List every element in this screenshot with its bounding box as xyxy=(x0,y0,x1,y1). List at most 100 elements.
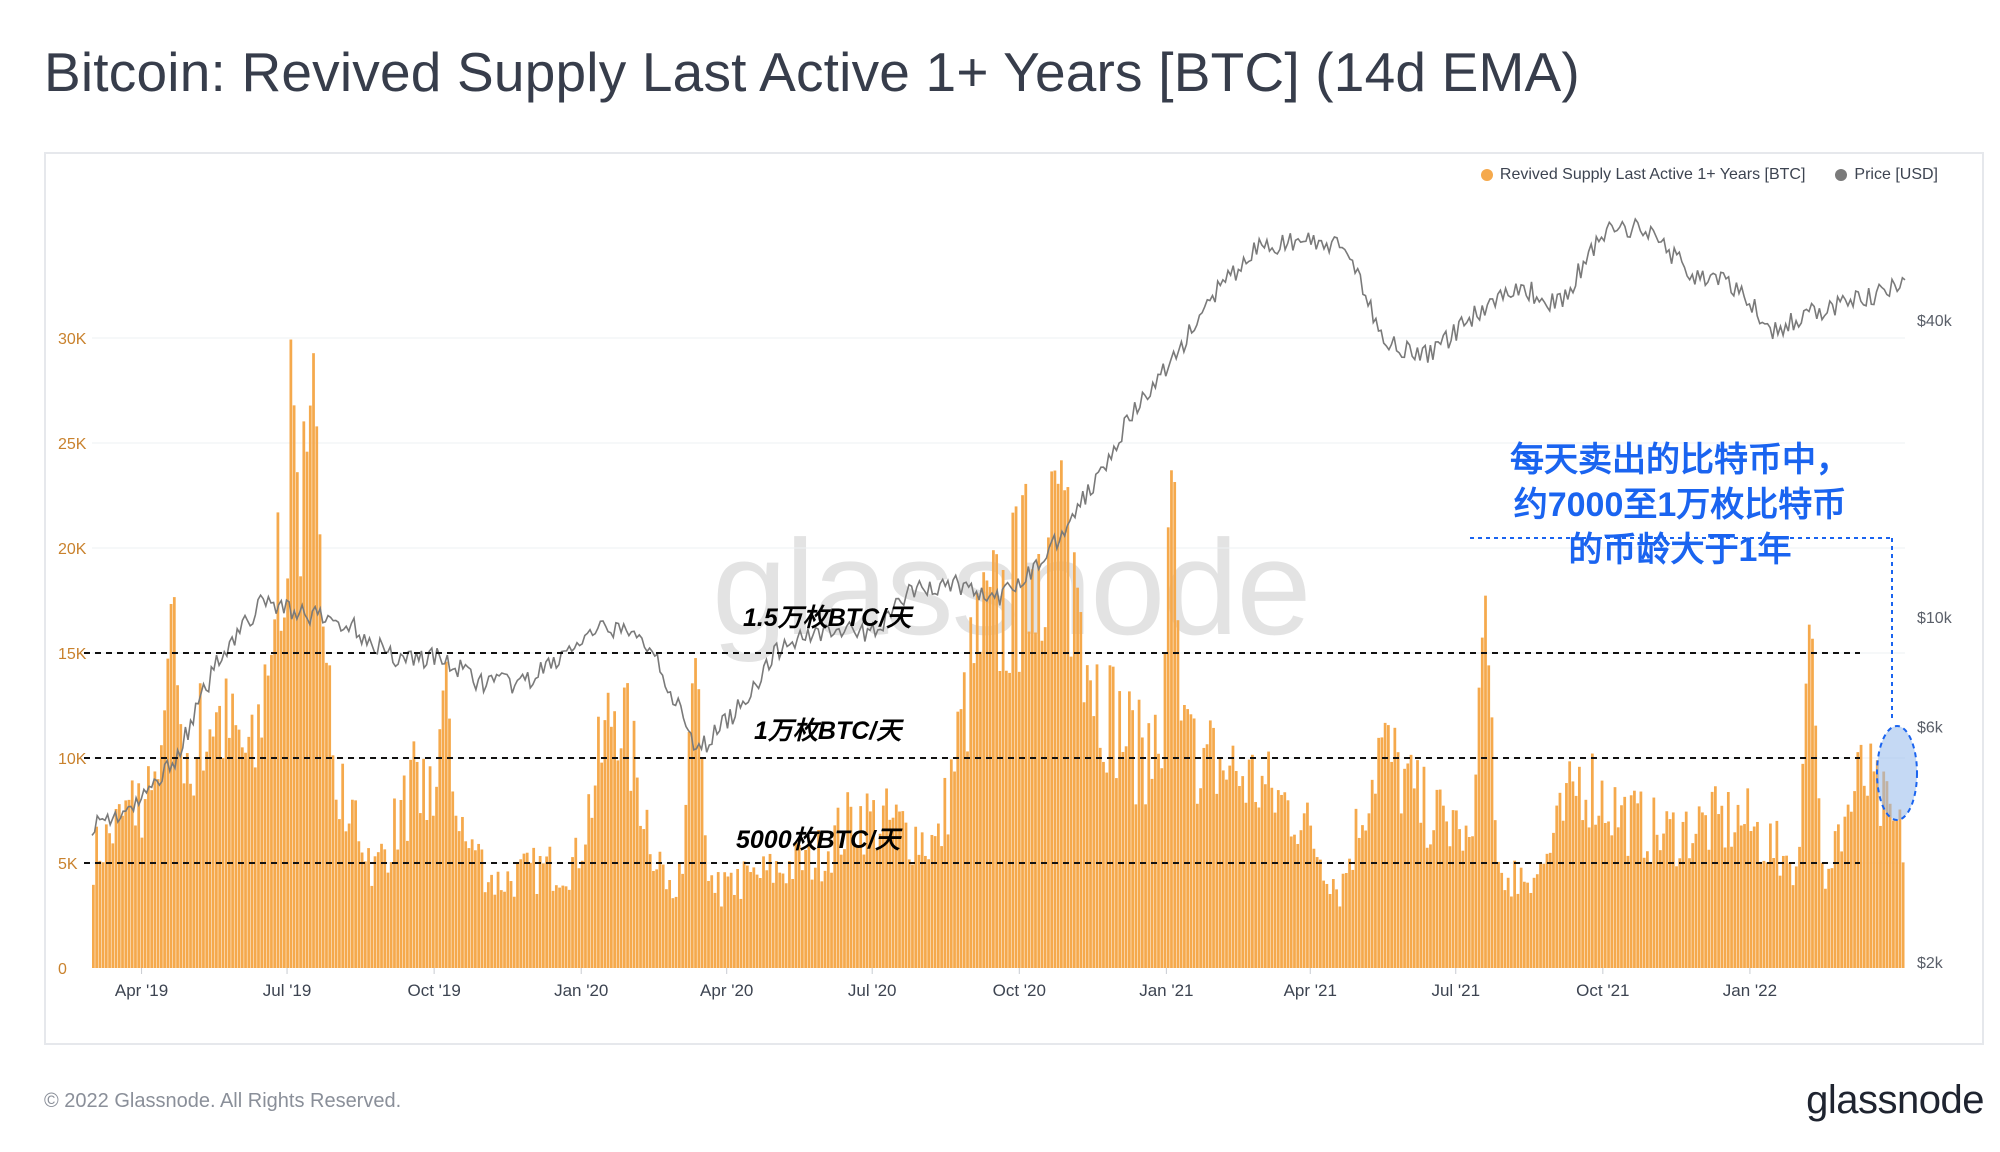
bar xyxy=(448,718,451,968)
bar xyxy=(969,617,973,968)
bar xyxy=(1710,791,1714,968)
bar xyxy=(1717,814,1720,968)
bar xyxy=(639,825,642,968)
bar xyxy=(1399,813,1403,968)
bar xyxy=(134,825,137,968)
bar xyxy=(1030,569,1034,968)
bar xyxy=(415,761,419,968)
bar xyxy=(1302,813,1306,968)
bar xyxy=(127,799,131,968)
bar xyxy=(703,835,707,968)
bar xyxy=(982,572,986,968)
bar xyxy=(1357,837,1361,968)
bar xyxy=(137,783,141,968)
bar xyxy=(1859,744,1863,968)
bar xyxy=(370,885,374,968)
bar xyxy=(1497,861,1500,968)
bar xyxy=(363,861,367,968)
y-tick-right: $6k xyxy=(1917,720,1944,737)
bar xyxy=(334,799,338,968)
legend-item-price[interactable]: Price [USD] xyxy=(1835,166,1938,184)
bar xyxy=(1869,743,1873,968)
bar xyxy=(1814,725,1818,968)
bar xyxy=(1749,831,1753,968)
bar xyxy=(1383,722,1387,968)
bar xyxy=(804,849,807,968)
x-tick-label: Apr '21 xyxy=(1284,981,1337,1000)
bar xyxy=(616,760,620,968)
bar xyxy=(778,872,782,968)
bar xyxy=(1121,751,1125,968)
bar xyxy=(1370,779,1374,968)
bar xyxy=(1574,795,1578,968)
bar xyxy=(1830,868,1834,968)
bar xyxy=(244,752,247,968)
bar xyxy=(765,870,769,968)
bar xyxy=(441,690,445,968)
bar xyxy=(1263,784,1267,968)
bar xyxy=(1085,665,1089,968)
bar xyxy=(577,868,581,968)
bar xyxy=(367,848,370,968)
bar xyxy=(1545,853,1549,968)
bar xyxy=(357,841,361,968)
bar xyxy=(571,857,574,968)
bar xyxy=(1387,725,1390,968)
bar xyxy=(182,783,186,968)
bar xyxy=(477,843,481,968)
bar xyxy=(150,790,154,968)
bar xyxy=(1535,874,1539,968)
bar xyxy=(865,793,869,968)
bar xyxy=(632,720,636,968)
y-tick-left: 0 xyxy=(58,961,67,978)
legend-item-revived-supply[interactable]: Revived Supply Last Active 1+ Years [BTC… xyxy=(1480,166,1805,184)
bar xyxy=(642,829,646,968)
bar xyxy=(1221,770,1225,968)
bar xyxy=(205,751,209,968)
bar xyxy=(558,887,561,968)
bar xyxy=(1736,804,1740,968)
bar xyxy=(1004,670,1008,968)
bar xyxy=(189,783,192,968)
bar xyxy=(852,843,856,968)
callout-line-1: 每天卖出的比特币中， xyxy=(1510,441,1850,479)
bar xyxy=(966,751,969,968)
bar xyxy=(1691,843,1695,968)
bar xyxy=(147,766,150,968)
bar xyxy=(1451,810,1455,968)
y-tick-left: 5K xyxy=(58,856,78,873)
bar xyxy=(383,849,387,968)
bar xyxy=(1396,752,1400,968)
bar xyxy=(1791,885,1795,968)
bar xyxy=(998,671,1002,968)
bar xyxy=(775,861,778,968)
bar xyxy=(1555,805,1559,968)
bar xyxy=(1293,834,1296,968)
bar xyxy=(98,860,102,968)
bar xyxy=(192,795,196,968)
bar xyxy=(1241,776,1245,968)
bar xyxy=(1688,858,1691,968)
bar xyxy=(1484,595,1487,968)
reference-lines xyxy=(84,652,1860,864)
bar xyxy=(674,896,678,968)
bar xyxy=(1348,858,1351,968)
bar xyxy=(1704,815,1708,968)
legend: Revived Supply Last Active 1+ Years [BTC… xyxy=(1480,166,1938,184)
bar xyxy=(542,863,545,968)
bar xyxy=(516,862,519,968)
bar xyxy=(1238,786,1241,968)
bar xyxy=(1416,760,1419,968)
bar xyxy=(1730,846,1733,968)
bar xyxy=(1199,788,1202,968)
bar xyxy=(1331,879,1335,968)
bar xyxy=(1276,790,1280,968)
bar xyxy=(707,880,710,968)
bar xyxy=(872,800,875,968)
bar xyxy=(519,859,523,968)
bar xyxy=(1309,825,1313,968)
annotation-15k: 1.5万枚BTC/天 xyxy=(743,604,912,632)
bar xyxy=(593,785,597,968)
bar xyxy=(1260,775,1264,968)
bar xyxy=(130,780,134,968)
